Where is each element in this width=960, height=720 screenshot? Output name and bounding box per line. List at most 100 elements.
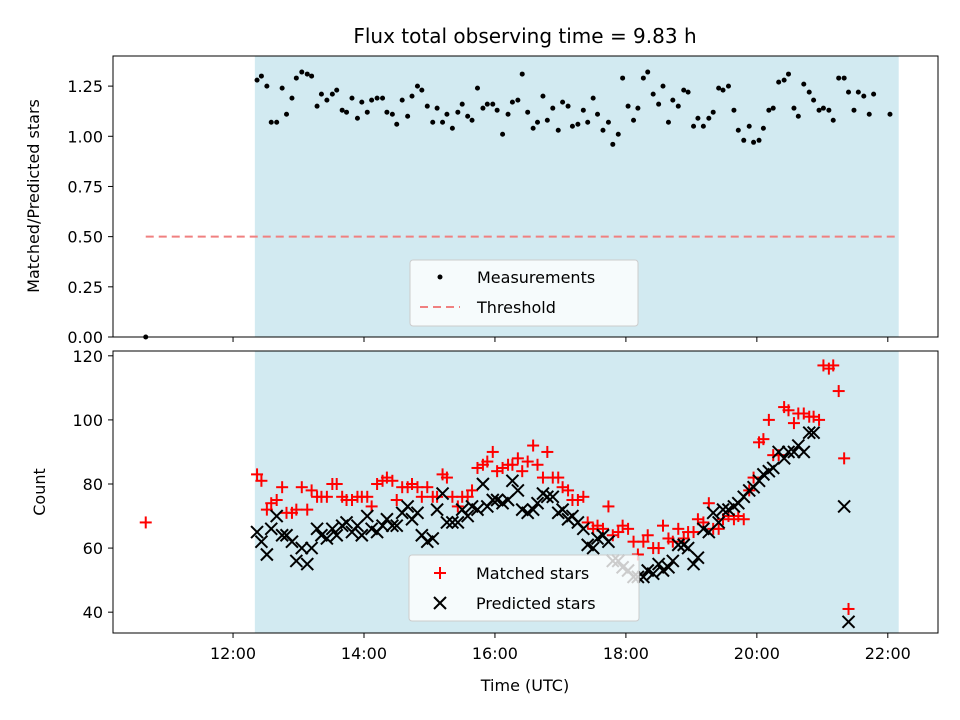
measurement-point bbox=[887, 111, 893, 117]
predicted-star-point bbox=[686, 557, 701, 571]
matched-star-point bbox=[481, 455, 494, 468]
predicted-star-point bbox=[254, 534, 269, 549]
bottom-legend: Matched stars Predicted stars bbox=[408, 554, 640, 622]
matched-star-point bbox=[251, 468, 264, 481]
measurement-point bbox=[725, 83, 731, 89]
predicted-star-point bbox=[300, 557, 314, 571]
measurement-point bbox=[299, 69, 305, 75]
measurement-point bbox=[490, 101, 496, 107]
measurement-point bbox=[509, 99, 515, 105]
matched-star-point bbox=[511, 452, 524, 465]
measurement-point bbox=[625, 103, 631, 109]
predicted-star-point bbox=[841, 615, 856, 629]
measurement-point bbox=[480, 105, 486, 111]
measurement-point bbox=[685, 89, 691, 95]
top-legend-box bbox=[409, 259, 639, 327]
predicted-star-point bbox=[285, 534, 299, 549]
measurement-point bbox=[349, 95, 355, 101]
measurement-point bbox=[826, 107, 832, 113]
matched-star-point bbox=[440, 471, 453, 484]
matched-star-point bbox=[390, 494, 403, 507]
matched-star-point bbox=[290, 503, 303, 516]
predicted-star-point bbox=[470, 502, 485, 517]
measurement-point bbox=[660, 83, 666, 89]
matched-star-point bbox=[270, 494, 283, 507]
predicted-star-point bbox=[806, 426, 821, 440]
legend-measurements-marker bbox=[437, 274, 443, 280]
measurement-point bbox=[314, 103, 320, 109]
measurement-point bbox=[369, 97, 375, 103]
measurement-point bbox=[656, 101, 662, 107]
predicted-star-point bbox=[777, 451, 791, 466]
measurement-point bbox=[650, 91, 656, 97]
measurement-point bbox=[706, 115, 712, 121]
bottom-y-tick-label: 80 bbox=[83, 475, 103, 494]
bottom-y-tick-label: 40 bbox=[83, 603, 103, 622]
measurement-point bbox=[645, 69, 651, 75]
predicted-star-point bbox=[295, 541, 309, 555]
measurement-point bbox=[756, 137, 762, 143]
measurement-point bbox=[871, 91, 877, 97]
matched-star-point bbox=[813, 413, 826, 426]
measurement-point bbox=[866, 111, 872, 117]
predicted-star-point bbox=[375, 518, 390, 533]
measurement-point bbox=[268, 119, 274, 125]
matched-star-point bbox=[541, 445, 554, 458]
measurement-point bbox=[540, 93, 546, 99]
measurement-point bbox=[846, 89, 852, 95]
measurement-point bbox=[806, 89, 812, 95]
matched-star-point bbox=[330, 477, 343, 490]
matched-star-point bbox=[657, 519, 669, 532]
measurement-point bbox=[720, 87, 726, 93]
measurement-point bbox=[530, 125, 536, 131]
matched-star-point bbox=[577, 490, 590, 503]
measurement-point bbox=[344, 109, 350, 115]
measurement-point bbox=[600, 127, 606, 133]
bottom-x-tick-label: 22:00 bbox=[865, 644, 911, 663]
measurement-point bbox=[565, 103, 571, 109]
bottom-y-axis-label: Count bbox=[30, 468, 49, 516]
predicted-star-point bbox=[385, 518, 400, 533]
matched-star-point bbox=[276, 481, 289, 494]
measurement-point bbox=[364, 109, 370, 115]
measurement-point bbox=[631, 117, 637, 123]
legend-measurements-label: Measurements bbox=[477, 268, 595, 287]
measurement-point bbox=[354, 115, 360, 121]
matched-star-point bbox=[361, 490, 374, 503]
measurement-point bbox=[785, 71, 791, 77]
measurement-point bbox=[525, 109, 531, 115]
measurement-point bbox=[434, 105, 440, 111]
matched-star-point bbox=[516, 465, 529, 478]
measurement-point bbox=[535, 119, 541, 125]
predicted-star-point bbox=[460, 509, 475, 523]
measurement-point bbox=[816, 107, 822, 113]
measurement-point bbox=[695, 115, 701, 121]
measurement-point bbox=[304, 71, 310, 77]
matched-star-point bbox=[386, 474, 399, 487]
measurement-point bbox=[555, 127, 561, 133]
bottom-y-tick-label: 120 bbox=[72, 347, 103, 366]
predicted-star-point bbox=[586, 541, 600, 555]
measurement-point bbox=[801, 81, 807, 87]
matched-star-point bbox=[832, 385, 845, 398]
top-y-tick-label: 0.75 bbox=[67, 177, 103, 196]
measurement-point bbox=[700, 123, 706, 129]
measurement-point bbox=[455, 109, 461, 115]
bottom-x-tick-label: 16:00 bbox=[472, 644, 518, 663]
measurement-point bbox=[258, 73, 264, 79]
measurement-point bbox=[389, 111, 395, 117]
measurement-point bbox=[484, 101, 490, 107]
top-y-tick-label: 0.25 bbox=[67, 278, 103, 297]
top-y-tick-label: 0.00 bbox=[67, 328, 103, 347]
measurement-point bbox=[430, 119, 436, 125]
legend-predicted-marker bbox=[433, 596, 447, 610]
measurement-point bbox=[399, 97, 405, 103]
predicted-star-point bbox=[787, 445, 801, 459]
measurement-point bbox=[544, 117, 550, 123]
measurement-point bbox=[820, 105, 826, 111]
measurement-point bbox=[795, 113, 801, 119]
measurement-point bbox=[465, 113, 471, 119]
predicted-star-point bbox=[269, 509, 284, 523]
matched-star-point bbox=[527, 439, 540, 452]
